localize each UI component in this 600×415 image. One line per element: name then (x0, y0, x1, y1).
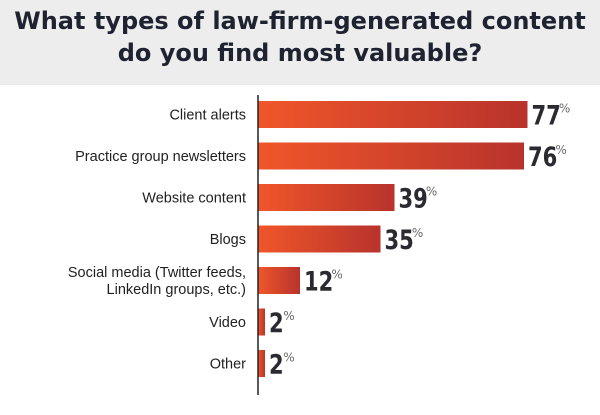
value-percent-sign: % (555, 143, 566, 157)
value-percent-sign: % (283, 309, 294, 323)
bar (258, 308, 265, 336)
bars-layer: Client alerts 77%Practice group newslette… (68, 100, 570, 380)
value-label: 2 (269, 307, 284, 338)
category-label: Practice group newsletters (75, 149, 246, 165)
category-label: Client alerts (169, 108, 246, 124)
bar-row: Website content 39% (142, 183, 437, 214)
bar (258, 142, 524, 170)
category-label: Other (210, 357, 246, 373)
header-band: What types of law-firm-generated content… (0, 0, 600, 85)
bar-row: Client alerts 77% (169, 100, 570, 131)
chart-title: What types of law-firm-generated content… (0, 5, 600, 69)
bar (258, 225, 381, 253)
category-label: Video (209, 315, 246, 331)
bar (258, 350, 265, 377)
bar-row: Social media (Twitter feeds,LinkedIn gro… (68, 265, 343, 298)
category-label: Social media (Twitter feeds, (68, 265, 246, 281)
value-percent-sign: % (559, 102, 570, 116)
bar-row: Blogs 35% (210, 224, 424, 255)
chart-title-line-2: do you find most valuable? (117, 39, 483, 67)
bar (258, 101, 528, 128)
value-label: 35 (384, 224, 413, 255)
bar (258, 267, 300, 294)
category-label: Website content (142, 191, 246, 207)
category-label: Blogs (210, 232, 246, 248)
category-label: LinkedIn groups, etc.) (107, 282, 246, 298)
value-label: 2 (269, 349, 284, 380)
bar-row: Video 2% (209, 307, 294, 338)
value-percent-sign: % (283, 351, 294, 365)
value-label: 77 (532, 100, 561, 131)
value-label: 39 (398, 183, 427, 214)
value-percent-sign: % (412, 226, 423, 240)
value-label: 12 (304, 266, 333, 297)
bar-row: Practice group newsletters 76% (75, 141, 567, 172)
value-label: 76 (528, 141, 557, 172)
bar (258, 184, 395, 211)
value-percent-sign: % (426, 185, 437, 199)
value-percent-sign: % (331, 268, 342, 282)
chart-title-line-1: What types of law-firm-generated content (14, 7, 586, 35)
bar-row: Other 2% (210, 349, 295, 380)
bar-chart: Client alerts 77%Practice group newslette… (68, 95, 570, 395)
